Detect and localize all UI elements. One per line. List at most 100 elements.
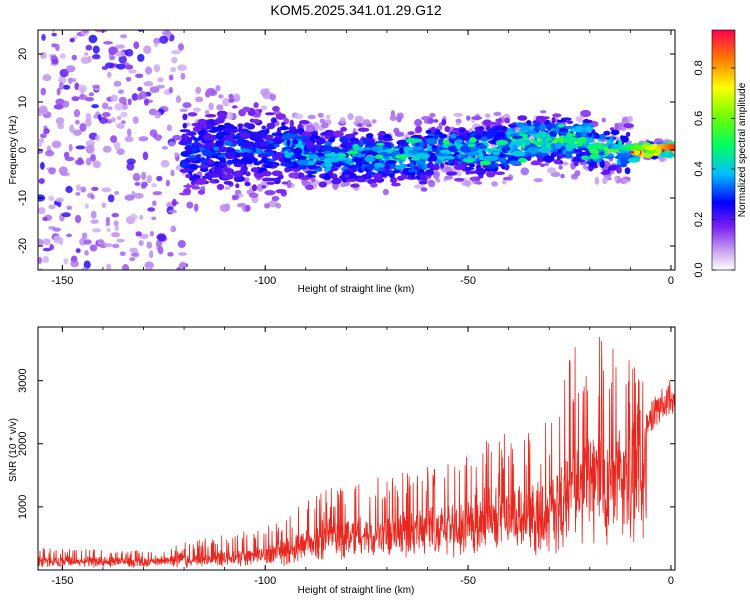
- heatmap-cell: [376, 142, 385, 147]
- heatmap-cell: [614, 122, 619, 130]
- heatmap-cell: [75, 192, 81, 196]
- heatmap-cell: [349, 137, 359, 142]
- heatmap-cell: [502, 179, 507, 185]
- heatmap-cell: [257, 108, 263, 113]
- heatmap-cell: [394, 131, 405, 137]
- heatmap-cell: [407, 169, 418, 173]
- heatmap-cell: [192, 173, 198, 181]
- heatmap-cell: [575, 152, 585, 158]
- heatmap-cell: [41, 238, 51, 246]
- heatmap-cell: [375, 172, 383, 181]
- heatmap-cell: [370, 182, 378, 188]
- heatmap-cell: [382, 188, 389, 196]
- spectrogram-ytick-label: -20: [17, 238, 29, 254]
- heatmap-cell: [118, 96, 127, 104]
- heatmap-cell: [392, 170, 401, 174]
- heatmap-cell: [42, 255, 50, 264]
- heatmap-cell: [478, 152, 484, 160]
- heatmap-cell: [151, 183, 158, 188]
- heatmap-cell: [126, 128, 132, 137]
- heatmap-cell: [320, 132, 328, 136]
- heatmap-cell: [319, 118, 326, 124]
- heatmap-cell: [355, 160, 362, 166]
- heatmap-cell: [545, 142, 551, 149]
- heatmap-cell: [268, 200, 279, 208]
- heatmap-cell: [275, 113, 287, 120]
- heatmap-cell: [599, 160, 605, 168]
- heatmap-cell: [305, 184, 314, 191]
- heatmap-cell: [627, 157, 641, 163]
- heatmap-cell: [115, 44, 125, 49]
- heatmap-cell: [140, 171, 147, 181]
- heatmap-cell: [146, 174, 152, 184]
- heatmap-cell: [40, 161, 45, 170]
- heatmap-cell: [244, 181, 251, 187]
- heatmap-cell: [199, 157, 206, 162]
- heatmap-cell: [191, 186, 201, 190]
- heatmap-cell: [141, 181, 148, 188]
- heatmap-cell: [553, 137, 565, 142]
- heatmap-cell: [182, 113, 188, 121]
- heatmap-cell: [74, 214, 82, 224]
- heatmap-cell: [491, 181, 499, 187]
- heatmap-cell: [124, 194, 135, 201]
- spectrogram-xtick-label: -100: [254, 275, 276, 287]
- heatmap-cell: [197, 164, 210, 169]
- heatmap-cell: [286, 139, 291, 147]
- heatmap-cell: [284, 152, 292, 159]
- heatmap-cell: [90, 219, 99, 224]
- heatmap-cell: [256, 183, 264, 192]
- heatmap-cell: [314, 168, 323, 172]
- heatmap-cell: [213, 146, 221, 152]
- heatmap-cell: [201, 149, 214, 157]
- heatmap-cell: [185, 173, 191, 179]
- heatmap-cell: [333, 130, 344, 138]
- heatmap-cell: [231, 105, 238, 109]
- heatmap-cell: [105, 216, 111, 224]
- heatmap-cell: [289, 128, 301, 135]
- heatmap-cell: [97, 114, 102, 121]
- heatmap-cell: [514, 151, 524, 156]
- snr-xtick-label: -150: [51, 575, 73, 587]
- heatmap-cell: [171, 198, 177, 207]
- heatmap-cell: [260, 88, 269, 96]
- heatmap-cell: [517, 115, 528, 121]
- heatmap-cell: [91, 104, 99, 109]
- colorbar-tick-label: 0.8: [693, 60, 705, 75]
- heatmap-cell: [296, 155, 308, 160]
- heatmap-cell: [119, 34, 128, 39]
- heatmap-cell: [573, 160, 579, 167]
- heatmap-cell: [362, 138, 368, 145]
- heatmap-cell: [289, 119, 294, 127]
- heatmap-cell: [531, 160, 541, 165]
- heatmap-cell: [521, 142, 526, 150]
- heatmap-cell: [454, 163, 465, 171]
- heatmap-cell: [77, 157, 83, 165]
- heatmap-cell: [38, 256, 43, 264]
- heatmap-cell: [44, 149, 55, 157]
- heatmap-cell: [493, 111, 502, 116]
- heatmap-cell: [48, 167, 56, 175]
- heatmap-cell: [147, 207, 156, 212]
- heatmap-cell: [642, 149, 648, 153]
- heatmap-cell: [101, 102, 109, 110]
- heatmap-cell: [214, 141, 224, 148]
- heatmap-cell: [564, 136, 579, 142]
- heatmap-cell: [307, 114, 316, 120]
- heatmap-cell: [90, 194, 95, 200]
- heatmap-cell: [377, 134, 384, 141]
- heatmap-cell: [131, 93, 139, 101]
- heatmap-cell: [52, 227, 61, 232]
- heatmap-cell: [388, 173, 395, 179]
- heatmap-cell: [312, 145, 322, 149]
- heatmap-cell: [61, 212, 71, 218]
- heatmap-cell: [533, 178, 543, 183]
- heatmap-cell: [188, 157, 198, 162]
- heatmap-cell: [193, 203, 199, 212]
- heatmap-cell: [179, 108, 188, 113]
- colorbar-tick-label: 0.4: [693, 161, 705, 176]
- heatmap-cell: [239, 157, 250, 165]
- spectrogram-xlabel: Height of straight line (km): [298, 284, 415, 295]
- heatmap-cell: [605, 155, 614, 159]
- heatmap-cell: [106, 71, 112, 79]
